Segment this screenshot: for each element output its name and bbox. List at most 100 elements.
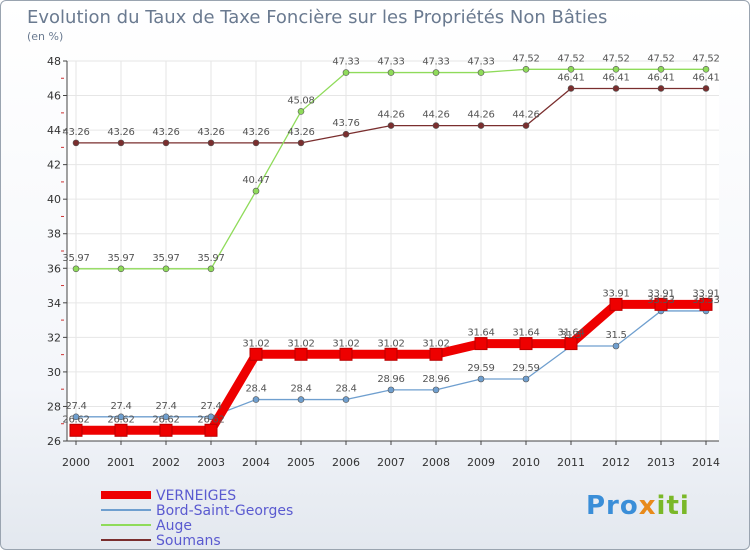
- y-tick-label: 48: [47, 55, 61, 68]
- data-label: 29.59: [512, 363, 539, 374]
- data-label: 31.02: [332, 338, 359, 349]
- data-point: [477, 122, 485, 129]
- data-label: 44.26: [512, 110, 539, 121]
- data-label: 44.26: [467, 110, 494, 121]
- data-point: [387, 386, 395, 394]
- data-point: [567, 65, 575, 73]
- data-label: 28.4: [290, 384, 311, 395]
- data-label: 31.5: [560, 330, 581, 341]
- data-point: [117, 139, 125, 147]
- x-tick-label: 2010: [512, 456, 540, 469]
- data-point: [609, 297, 623, 311]
- legend-label: Auge: [156, 518, 192, 534]
- data-label: 44.26: [422, 110, 449, 121]
- data-point: [432, 386, 440, 394]
- x-tick-label: 2001: [107, 456, 135, 469]
- data-point: [342, 396, 350, 403]
- data-label: 26.62: [152, 414, 179, 425]
- data-label: 31.64: [512, 328, 539, 339]
- data-point: [564, 337, 578, 351]
- data-point: [72, 413, 80, 421]
- data-point: [522, 65, 530, 73]
- data-label: 33.53: [647, 295, 674, 306]
- x-tick-label: 2003: [197, 456, 225, 469]
- x-tick-label: 2002: [152, 456, 180, 469]
- data-point: [612, 342, 620, 350]
- data-point: [114, 423, 128, 437]
- y-tick-label: 32: [47, 331, 61, 344]
- data-label: 45.08: [287, 95, 314, 106]
- data-point: [384, 347, 398, 361]
- data-point: [387, 69, 395, 76]
- data-label: 33.91: [647, 288, 674, 299]
- data-point: [69, 423, 83, 437]
- x-tick-label: 2012: [602, 456, 630, 469]
- data-point: [387, 122, 395, 129]
- data-label: 27.4: [200, 401, 221, 412]
- data-point: [72, 139, 80, 147]
- y-tick-label: 34: [47, 297, 61, 310]
- data-point: [162, 265, 170, 273]
- data-point: [522, 122, 530, 129]
- data-label: 43.26: [107, 127, 134, 138]
- x-tick-label: 2005: [287, 456, 315, 469]
- data-point: [477, 375, 485, 383]
- data-label: 46.41: [692, 72, 719, 83]
- data-label: 43.26: [242, 127, 269, 138]
- data-point: [657, 85, 665, 92]
- data-point: [297, 396, 305, 403]
- data-label: 26.62: [197, 414, 224, 425]
- x-tick-label: 2006: [332, 456, 360, 469]
- data-label: 31.64: [467, 328, 494, 339]
- legend-label: VERNEIGES: [156, 488, 236, 504]
- data-label: 46.41: [557, 72, 584, 83]
- data-label: 43.26: [197, 127, 224, 138]
- data-label: 47.33: [332, 57, 359, 68]
- y-tick-label: 44: [47, 124, 61, 137]
- data-label: 28.96: [377, 374, 404, 385]
- data-point: [252, 396, 260, 403]
- data-label: 47.52: [692, 53, 719, 64]
- data-label: 31.02: [377, 338, 404, 349]
- chart-title: Evolution du Taux de Taxe Foncière sur l…: [27, 7, 608, 28]
- x-tick-label: 2009: [467, 456, 495, 469]
- data-point: [117, 265, 125, 273]
- data-label: 43.26: [287, 127, 314, 138]
- y-tick-label: 26: [47, 435, 61, 448]
- data-point: [654, 297, 668, 311]
- x-tick-label: 2013: [647, 456, 675, 469]
- data-point: [342, 130, 350, 138]
- data-label: 35.97: [152, 253, 179, 264]
- data-label: 28.4: [335, 384, 356, 395]
- data-label: 47.33: [467, 57, 494, 68]
- data-label: 31.02: [287, 338, 314, 349]
- y-tick-label: 30: [47, 366, 61, 379]
- data-point: [702, 65, 710, 73]
- x-tick-label: 2011: [557, 456, 585, 469]
- data-label: 31.5: [605, 330, 626, 341]
- y-tick-label: 28: [47, 400, 61, 413]
- data-label: 46.41: [602, 72, 629, 83]
- data-label: 29.59: [467, 363, 494, 374]
- data-point: [612, 85, 620, 92]
- data-label: 31.02: [242, 338, 269, 349]
- x-tick-label: 2007: [377, 456, 405, 469]
- data-label: 47.33: [422, 57, 449, 68]
- data-label: 31.02: [422, 338, 449, 349]
- data-label: 27.4: [155, 401, 176, 412]
- data-label: 43.26: [62, 127, 89, 138]
- proxiti-logo[interactable]: Proxiti: [586, 491, 690, 521]
- data-label: 26.62: [62, 414, 89, 425]
- data-point: [612, 65, 620, 73]
- data-point: [519, 337, 533, 351]
- data-point: [474, 337, 488, 351]
- x-tick-label: 2000: [62, 456, 90, 469]
- data-label: 47.33: [377, 57, 404, 68]
- data-label: 44.26: [377, 110, 404, 121]
- data-point: [207, 139, 215, 147]
- data-label: 33.53: [692, 295, 719, 306]
- data-point: [297, 139, 305, 147]
- data-point: [657, 65, 665, 73]
- x-tick-label: 2004: [242, 456, 270, 469]
- data-point: [249, 347, 263, 361]
